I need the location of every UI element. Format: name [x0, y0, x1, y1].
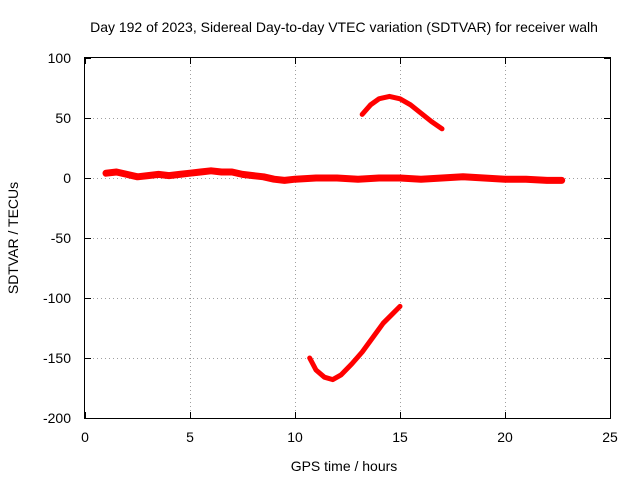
x-tick-label: 15: [392, 429, 408, 445]
x-axis-label: GPS time / hours: [291, 458, 398, 474]
x-tick-label: 20: [497, 429, 513, 445]
y-axis-label: SDTVAR / TECUs: [5, 182, 21, 294]
series-line-2: [359, 93, 445, 132]
y-tick-label: -100: [43, 290, 71, 306]
plot-frame: [84, 57, 611, 419]
data-series: [102, 93, 566, 383]
x-tick-label: 0: [81, 429, 89, 445]
series-line-1: [102, 167, 566, 184]
y-tick-label: 100: [48, 50, 72, 66]
x-tick-label: 10: [287, 429, 303, 445]
axis-ticks: 0 5 10 15 20 25 -200 -150 -100 -50 0 50 100: [43, 50, 618, 445]
y-tick-label: 0: [63, 170, 71, 186]
y-tick-label: -50: [51, 230, 71, 246]
x-tick-label: 5: [186, 429, 194, 445]
y-tick-label: -200: [43, 410, 71, 426]
y-tick-label: -150: [43, 350, 71, 366]
x-tick-label: 25: [602, 429, 618, 445]
grid-lines: [85, 58, 610, 418]
chart-title: Day 192 of 2023, Sidereal Day-to-day VTE…: [90, 19, 598, 35]
series-line-3: [307, 303, 403, 383]
y-tick-label: 50: [55, 110, 71, 126]
